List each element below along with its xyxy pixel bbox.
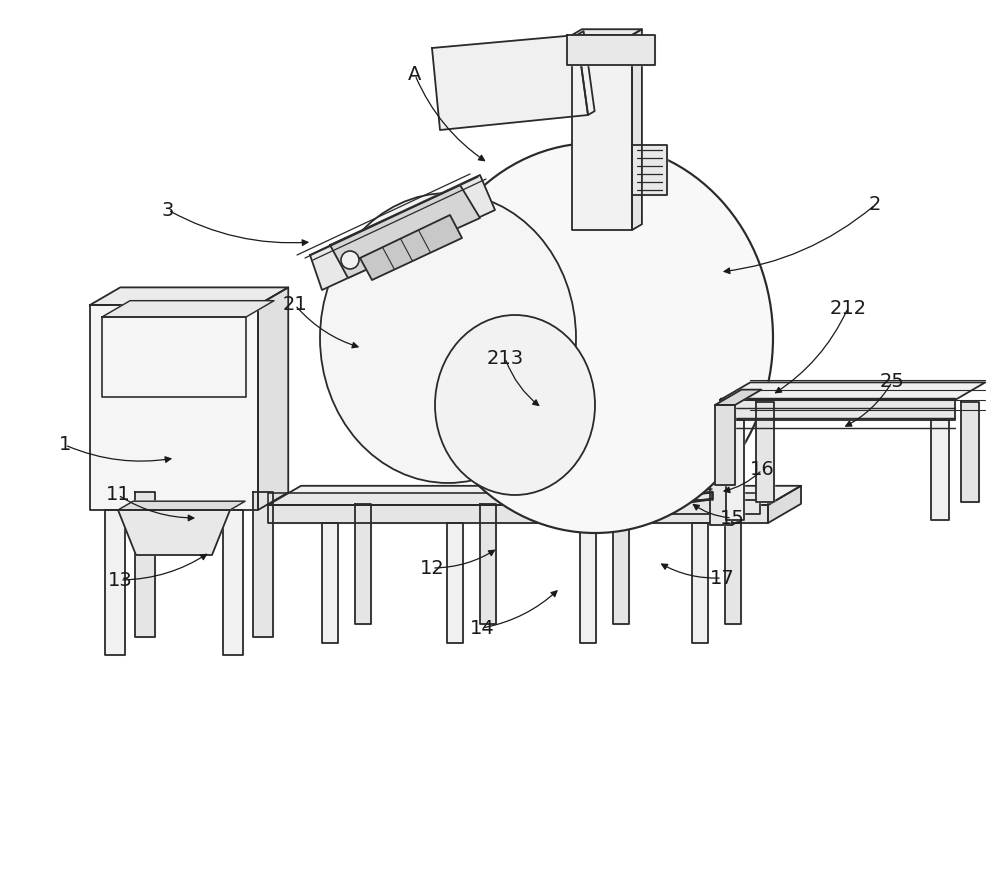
Polygon shape bbox=[632, 30, 642, 230]
Polygon shape bbox=[223, 510, 243, 655]
Polygon shape bbox=[268, 493, 768, 505]
Polygon shape bbox=[432, 35, 588, 130]
Polygon shape bbox=[330, 185, 480, 278]
Text: 25: 25 bbox=[880, 372, 904, 392]
Polygon shape bbox=[725, 504, 741, 623]
Polygon shape bbox=[322, 523, 338, 643]
Text: 1: 1 bbox=[59, 435, 71, 454]
Polygon shape bbox=[310, 175, 495, 290]
Polygon shape bbox=[715, 390, 761, 405]
Polygon shape bbox=[961, 402, 979, 502]
Polygon shape bbox=[726, 420, 744, 520]
Text: 16: 16 bbox=[750, 460, 774, 480]
Polygon shape bbox=[580, 523, 596, 643]
Text: 17: 17 bbox=[710, 569, 734, 588]
Polygon shape bbox=[355, 504, 371, 623]
Polygon shape bbox=[360, 215, 462, 280]
Polygon shape bbox=[118, 501, 245, 510]
Polygon shape bbox=[692, 523, 708, 643]
Polygon shape bbox=[102, 301, 274, 317]
Text: 212: 212 bbox=[829, 298, 867, 317]
Text: 11: 11 bbox=[106, 486, 130, 505]
Polygon shape bbox=[768, 486, 801, 523]
Text: 15: 15 bbox=[720, 508, 744, 528]
Polygon shape bbox=[710, 433, 744, 440]
Text: 2: 2 bbox=[869, 195, 881, 215]
Text: A: A bbox=[408, 65, 422, 85]
Polygon shape bbox=[732, 433, 744, 525]
Polygon shape bbox=[632, 145, 667, 195]
Polygon shape bbox=[572, 30, 642, 35]
Polygon shape bbox=[253, 493, 273, 637]
Ellipse shape bbox=[320, 193, 576, 483]
Polygon shape bbox=[670, 495, 678, 514]
Text: 213: 213 bbox=[486, 349, 524, 367]
Text: 14: 14 bbox=[470, 618, 494, 637]
Polygon shape bbox=[447, 523, 463, 643]
Polygon shape bbox=[90, 305, 258, 510]
Polygon shape bbox=[670, 500, 760, 514]
Polygon shape bbox=[105, 510, 125, 655]
Circle shape bbox=[341, 251, 359, 269]
Text: 21: 21 bbox=[283, 296, 307, 315]
Polygon shape bbox=[756, 402, 774, 502]
Polygon shape bbox=[268, 486, 801, 505]
Text: 12: 12 bbox=[420, 558, 444, 577]
Polygon shape bbox=[135, 493, 155, 637]
Polygon shape bbox=[577, 31, 595, 115]
Ellipse shape bbox=[435, 315, 595, 495]
Polygon shape bbox=[710, 440, 732, 525]
Polygon shape bbox=[90, 288, 288, 305]
Polygon shape bbox=[931, 420, 949, 520]
Polygon shape bbox=[567, 35, 655, 65]
Polygon shape bbox=[118, 510, 230, 555]
Polygon shape bbox=[258, 288, 288, 510]
Polygon shape bbox=[572, 35, 632, 230]
Text: 13: 13 bbox=[108, 570, 132, 589]
Polygon shape bbox=[720, 383, 985, 400]
Polygon shape bbox=[480, 504, 496, 623]
Polygon shape bbox=[613, 504, 629, 623]
Polygon shape bbox=[715, 405, 735, 485]
Polygon shape bbox=[268, 505, 768, 523]
Text: 3: 3 bbox=[162, 201, 174, 220]
Ellipse shape bbox=[417, 143, 773, 533]
Polygon shape bbox=[720, 400, 955, 420]
